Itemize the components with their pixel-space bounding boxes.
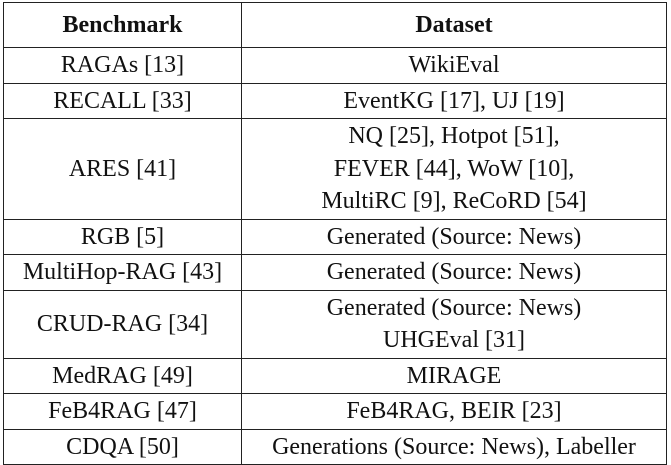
dataset-line: Generated (Source: News): [326, 223, 582, 250]
table-row: RAGAs [13] WikiEval: [3, 47, 667, 84]
benchmark-cell: MultiHop-RAG [43]: [3, 254, 242, 291]
benchmark-cell: RAGAs [13]: [3, 47, 242, 84]
benchmark-cell: CRUD-RAG [34]: [3, 289, 242, 359]
table-row: MedRAG [49] MIRAGE: [3, 357, 667, 394]
dataset-line: FeB4RAG, BEIR [23]: [346, 398, 562, 424]
table-row: MultiHop-RAG [43] Generated (Source: News…: [3, 254, 667, 291]
dataset-cell: Generated (Source: News) UHGEval [31]: [241, 289, 667, 359]
dataset-line: Generations (Source: News), Labeller: [272, 433, 636, 460]
table-row: CRUD-RAG [34] Generated (Source: News) UHG…: [3, 289, 667, 359]
dataset-cell: NQ [25], Hotpot [51], FEVER [44], WoW [10…: [241, 118, 667, 220]
dataset-line: Generated (Source: News): [326, 259, 582, 285]
dataset-line: UHGEval [31]: [383, 327, 525, 353]
benchmark-cell: RECALL [33]: [3, 82, 242, 119]
dataset-line: MultiRC [9], ReCoRD [54]: [321, 188, 587, 214]
table-body: RAGAs [13] WikiEval RECALL [33] EventKG [17…: [3, 47, 667, 465]
header-row: Benchmark Dataset: [3, 2, 667, 48]
dataset-line: Generated (Source: News): [326, 294, 582, 321]
dataset-cell: Generated (Source: News): [241, 218, 667, 255]
dataset-cell: Generations (Source: News), Labeller: [241, 428, 667, 465]
dataset-line: EventKG [17], UJ [19]: [343, 87, 565, 114]
dataset-cell: MIRAGE: [241, 357, 667, 394]
benchmark-table: Benchmark Dataset RAGAs [13] WikiEval RECA…: [3, 2, 667, 465]
benchmark-cell: FeB4RAG [47]: [3, 393, 242, 430]
table-head: Benchmark Dataset: [3, 2, 667, 48]
dataset-line: MIRAGE: [406, 362, 502, 389]
dataset-cell: Generated (Source: News): [241, 254, 667, 291]
dataset-line: NQ [25], Hotpot [51],: [348, 123, 560, 149]
table-row: RGB [5] Generated (Source: News): [3, 218, 667, 255]
table-row: CDQA [50] Generations (Source: News), Lab…: [3, 428, 667, 465]
benchmark-cell: ARES [41]: [3, 118, 242, 220]
table-row: FeB4RAG [47] FeB4RAG, BEIR [23]: [3, 393, 667, 430]
header-cell: Dataset: [241, 2, 667, 48]
dataset-cell: WikiEval: [241, 47, 667, 84]
header-cell: Benchmark: [3, 2, 242, 48]
benchmark-cell: MedRAG [49]: [3, 357, 242, 394]
table-row: RECALL [33] EventKG [17], UJ [19]: [3, 82, 667, 119]
benchmark-cell: RGB [5]: [3, 218, 242, 255]
dataset-line: WikiEval: [408, 52, 500, 78]
dataset-line: FEVER [44], WoW [10],: [333, 155, 575, 182]
dataset-cell: EventKG [17], UJ [19]: [241, 82, 667, 119]
dataset-cell: FeB4RAG, BEIR [23]: [241, 393, 667, 430]
benchmark-cell: CDQA [50]: [3, 428, 242, 465]
table-row: ARES [41] NQ [25], Hotpot [51], FEVER [44]…: [3, 118, 667, 220]
